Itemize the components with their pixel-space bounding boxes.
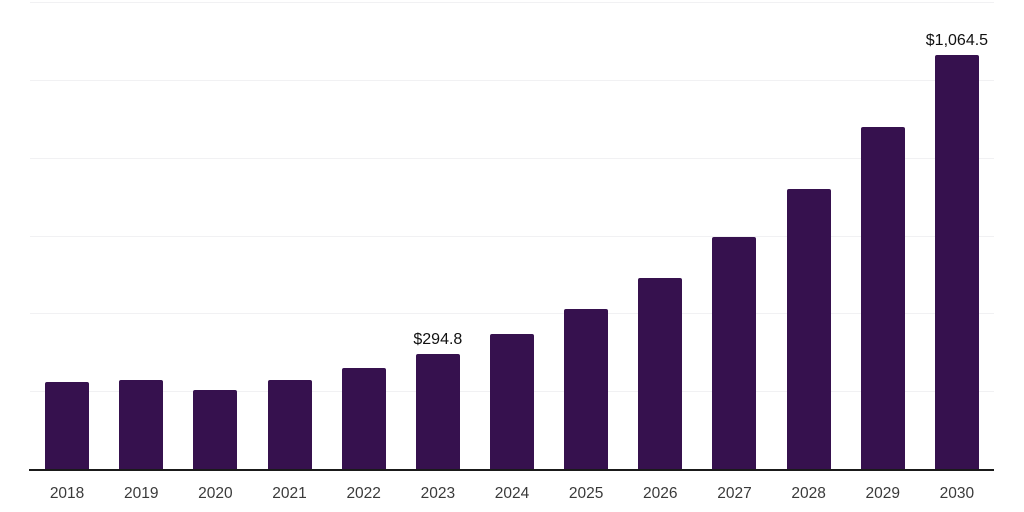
x-axis-label-2029: 2029 — [865, 485, 900, 502]
gridline-400 — [30, 313, 994, 315]
bar-2027 — [712, 237, 757, 469]
x-axis-label-2027: 2027 — [717, 485, 752, 502]
value-label-2030: $1,064.5 — [925, 31, 989, 49]
x-axis-label-2020: 2020 — [198, 485, 233, 502]
value-label-2023: $294.8 — [413, 331, 463, 349]
bar-2023 — [415, 354, 460, 469]
bar-2020 — [193, 389, 238, 469]
bar-2018 — [45, 382, 90, 469]
x-axis-label-2019: 2019 — [123, 485, 159, 502]
bar-2019 — [119, 380, 164, 469]
x-axis-label-2022: 2022 — [346, 485, 381, 502]
bar-2021 — [267, 380, 312, 469]
x-axis-label-2021: 2021 — [272, 485, 307, 502]
bar-2022 — [341, 368, 386, 469]
gridline-1000 — [30, 79, 994, 81]
bar-2029 — [860, 127, 905, 469]
x-axis-label-2026: 2026 — [643, 485, 678, 502]
bar-2028 — [786, 188, 831, 469]
x-axis-label-2025: 2025 — [568, 485, 604, 502]
x-axis-label-2024: 2024 — [494, 485, 530, 502]
x-axis-label-2018: 2018 — [49, 485, 85, 502]
gridline-600 — [30, 235, 994, 237]
bar-2030 — [934, 54, 979, 469]
x-axis-line — [29, 468, 994, 471]
x-axis-label-2030: 2030 — [939, 485, 975, 502]
x-axis-label-2028: 2028 — [791, 485, 826, 502]
bar-2024 — [490, 333, 534, 469]
gridline-1200 — [30, 2, 994, 3]
gridline-800 — [30, 157, 994, 159]
bar-2026 — [638, 277, 683, 469]
x-axis-label-2023: 2023 — [420, 485, 456, 502]
bar-2025 — [564, 308, 609, 469]
